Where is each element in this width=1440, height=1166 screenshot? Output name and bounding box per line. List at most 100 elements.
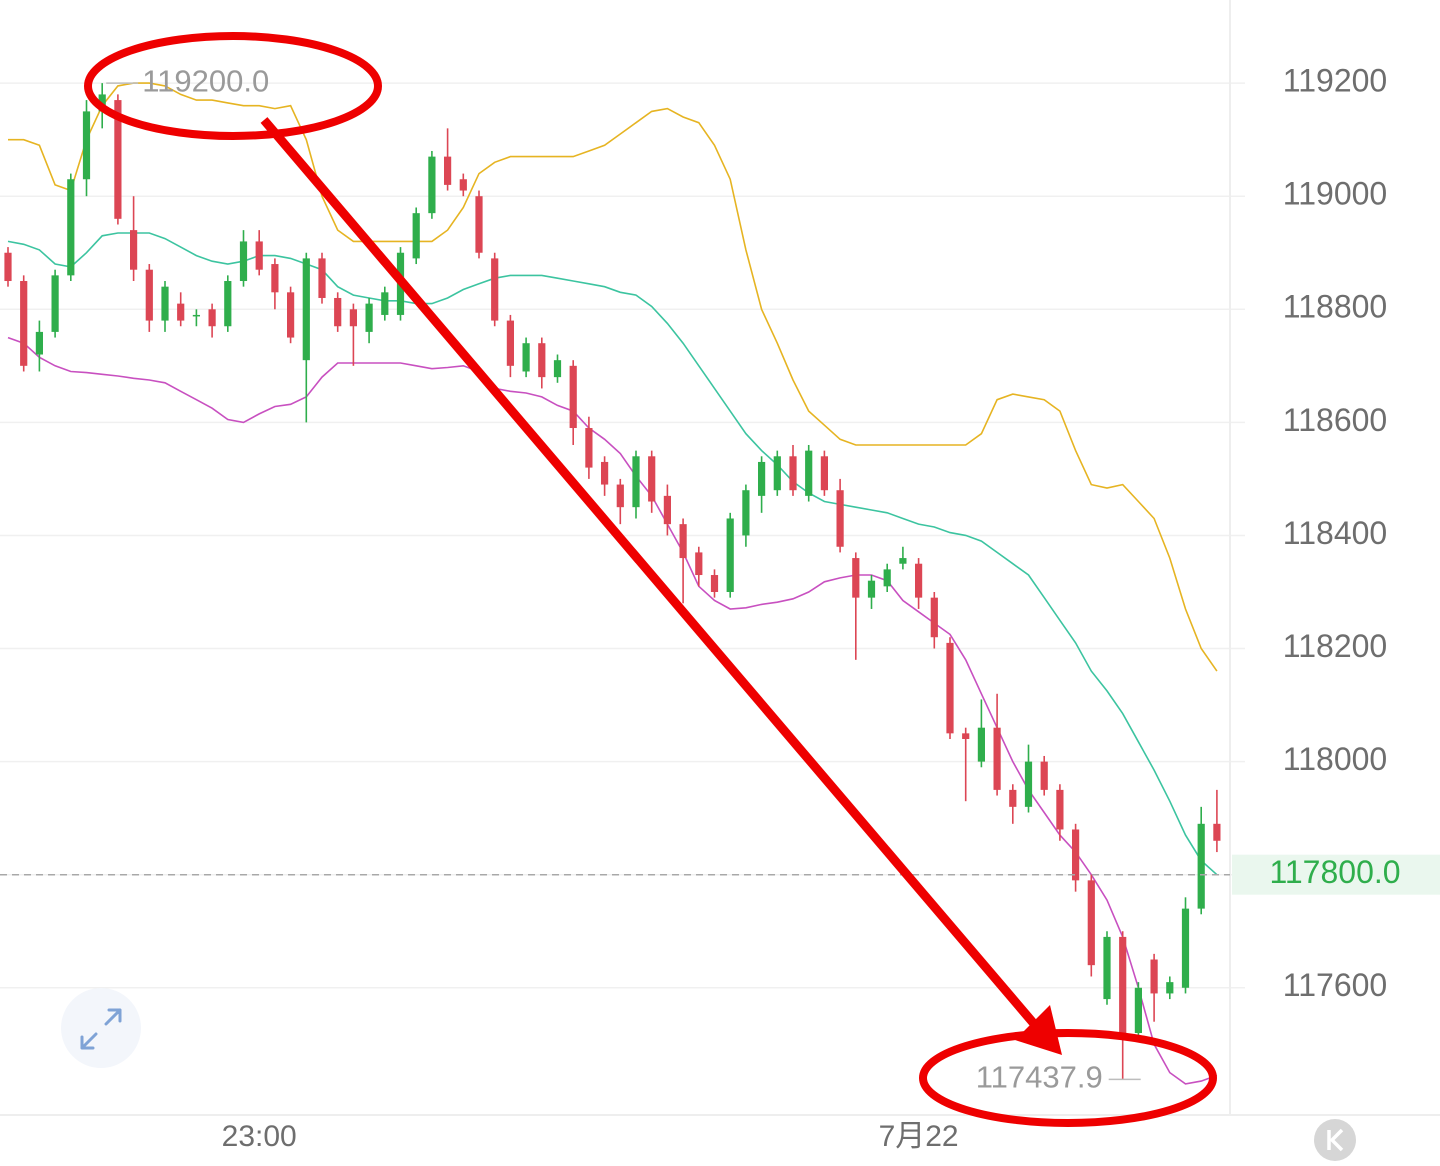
candle-body — [962, 733, 970, 739]
x-tick-label: 7月22 — [879, 1120, 959, 1153]
candle-body — [4, 252, 12, 282]
min-marker-label: 117437.9 — [976, 1060, 1103, 1095]
candle-body — [899, 558, 907, 564]
highlight-ellipse — [919, 1029, 1217, 1127]
candle-body — [1213, 823, 1221, 841]
candle-body — [349, 309, 357, 327]
annotations — [84, 32, 1217, 1127]
candle-body — [836, 490, 844, 547]
last-price-box — [1232, 854, 1440, 895]
candle-body — [1103, 936, 1111, 1000]
arrow-shaft — [260, 117, 1039, 1028]
candle-body — [820, 456, 828, 491]
y-tick-label: 117600 — [1283, 967, 1387, 1003]
candle-body — [208, 309, 216, 327]
candle-body — [805, 450, 813, 496]
candle-body — [82, 111, 91, 180]
candle-body — [302, 258, 310, 361]
candle-body — [883, 569, 891, 587]
x-tick-label: 23:00 — [222, 1120, 297, 1153]
candle-body — [271, 264, 279, 293]
candle-body — [35, 331, 43, 355]
candle-body — [161, 286, 169, 321]
candle-body — [569, 365, 577, 429]
candle-body — [773, 456, 781, 491]
candle-body — [1024, 761, 1033, 807]
candle-body — [679, 524, 687, 559]
candle-body — [789, 456, 797, 491]
candle-body — [663, 495, 671, 525]
y-tick-label: 118800 — [1283, 289, 1387, 325]
candle-body — [67, 179, 75, 276]
candle-body — [412, 213, 420, 259]
candle-body — [585, 428, 593, 468]
candle-body — [224, 281, 232, 327]
candle-body — [1181, 908, 1190, 988]
max-marker-label: 119200.0 — [142, 63, 269, 98]
candle-body — [287, 292, 295, 338]
y-tick-label: 118400 — [1283, 515, 1387, 551]
candle-body — [632, 456, 640, 508]
candle-body — [381, 292, 389, 315]
candle-body — [1040, 761, 1048, 790]
band-line — [7, 232, 1218, 876]
candle-body — [145, 269, 153, 321]
candle-body — [915, 563, 923, 598]
candle-body — [491, 258, 499, 321]
candle-body — [1087, 880, 1095, 966]
candle-body — [1056, 789, 1064, 830]
y-tick-label: 118600 — [1283, 402, 1387, 438]
band-line — [7, 336, 1218, 1085]
candle-body — [1009, 789, 1017, 807]
candle-body — [177, 303, 185, 321]
candle-body — [538, 343, 546, 378]
candle-body — [130, 230, 138, 270]
candle-body — [1197, 823, 1205, 909]
candle-body — [946, 642, 954, 734]
candle-body — [1150, 959, 1158, 994]
candle-body — [20, 281, 28, 366]
candle-body — [616, 484, 624, 508]
candle-body — [648, 456, 656, 502]
candle-body — [1072, 829, 1080, 881]
y-tick-label: 118000 — [1283, 741, 1387, 777]
highlight-ellipse — [84, 32, 382, 140]
candle-body — [867, 580, 876, 598]
k-button[interactable] — [1314, 1119, 1356, 1161]
candle-body — [475, 196, 483, 253]
candle-body — [428, 156, 436, 214]
candle-body — [1119, 936, 1127, 1039]
candle-body — [334, 297, 342, 327]
candle-body — [1134, 987, 1142, 1034]
expand-icon[interactable] — [61, 988, 141, 1068]
candle-body — [239, 241, 248, 282]
candle-body — [444, 156, 452, 185]
plot — [4, 82, 1221, 1085]
y-tick-label: 119200 — [1283, 63, 1387, 99]
arrow-head — [1015, 1005, 1062, 1055]
candle-body — [1166, 982, 1174, 994]
candle-body — [930, 597, 938, 638]
candle-body — [710, 575, 719, 592]
band-line — [8, 82, 1218, 672]
y-tick-label: 119000 — [1283, 176, 1387, 212]
candle-body — [553, 360, 562, 378]
candle-body — [758, 461, 766, 496]
candle-body — [114, 100, 122, 219]
candle-body — [459, 179, 467, 191]
candle-body — [51, 275, 59, 332]
candle-body — [726, 518, 734, 592]
candle-body — [695, 552, 703, 576]
candle-body — [365, 303, 373, 332]
candle-body — [993, 727, 1001, 790]
candle-body — [601, 461, 609, 485]
candle-body — [506, 320, 514, 366]
y-tick-label: 118200 — [1283, 628, 1387, 664]
candle-body — [852, 558, 860, 598]
candle-body — [522, 343, 530, 372]
candle-body — [318, 258, 326, 298]
candle-body — [192, 314, 200, 317]
candle-body — [977, 727, 985, 762]
last-price-label: 117800.0 — [1269, 854, 1400, 890]
